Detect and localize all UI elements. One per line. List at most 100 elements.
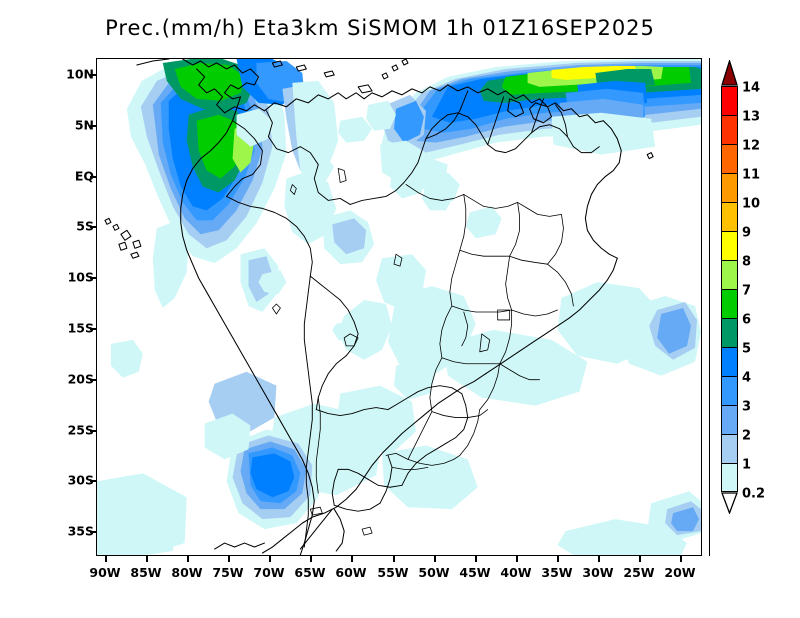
state-border — [393, 253, 403, 267]
coastline — [447, 84, 604, 124]
coastline — [391, 64, 399, 72]
colorbar-label-2: 2 — [742, 428, 752, 444]
x-axis-tick — [105, 556, 107, 562]
country-border — [226, 195, 313, 277]
x-axis-label-75W: 75W — [212, 565, 244, 580]
coastline — [196, 68, 226, 114]
y-axis-label-5N: 5N — [74, 117, 94, 133]
coastline — [646, 152, 654, 160]
precip-poly — [128, 519, 175, 555]
state-border — [499, 363, 540, 381]
coastline — [130, 251, 140, 259]
colorbar-band-3 — [721, 405, 738, 434]
precip-poly — [338, 300, 393, 360]
state-border — [509, 202, 520, 257]
state-border — [479, 363, 501, 410]
x-axis-label-90W: 90W — [89, 565, 121, 580]
state-border — [459, 249, 511, 257]
y-axis-label-10N: 10N — [66, 66, 94, 82]
colorbar-band-7 — [721, 289, 738, 318]
colorbar-band-1 — [721, 463, 738, 492]
colorbar-band-2 — [721, 434, 738, 463]
precip-poly — [204, 413, 251, 460]
coastline — [355, 373, 487, 490]
colorbar-top-arrow — [721, 58, 738, 86]
state-border — [459, 409, 481, 456]
y-axis-tick — [90, 226, 96, 228]
y-axis-label-10S: 10S — [67, 269, 94, 285]
precipitation-field — [97, 59, 701, 555]
coastline — [323, 70, 335, 78]
colorbar-band-13 — [721, 115, 738, 144]
coastline — [118, 241, 128, 251]
colorbar — [721, 86, 738, 492]
colorbar-label-9: 9 — [742, 225, 752, 241]
state-border — [449, 249, 461, 307]
coastline — [224, 84, 449, 114]
colorbar-label-3: 3 — [742, 399, 752, 415]
precip-poly — [110, 339, 143, 378]
x-axis-tick — [598, 556, 600, 562]
x-axis-label-40W: 40W — [500, 565, 532, 580]
coastline — [333, 508, 345, 552]
y-axis-tick — [90, 531, 96, 533]
precip-poly — [366, 100, 397, 131]
country-border — [331, 468, 339, 506]
y-axis-label-5S: 5S — [76, 218, 94, 234]
colorbar-label-7: 7 — [742, 283, 752, 299]
colorbar-label-14: 14 — [742, 80, 761, 96]
colorbar-label-0.2: 0.2 — [742, 486, 766, 502]
country-border — [315, 355, 347, 411]
state-border — [441, 357, 501, 365]
x-axis-label-80W: 80W — [171, 565, 203, 580]
coastline — [295, 64, 307, 72]
state-border — [497, 309, 511, 321]
x-axis-tick — [351, 556, 353, 562]
country-border — [333, 502, 381, 512]
x-axis-label-55W: 55W — [377, 565, 409, 580]
colorbar-label-12: 12 — [742, 138, 761, 154]
state-border — [289, 184, 297, 195]
country-border — [425, 90, 469, 140]
x-axis-tick — [475, 556, 477, 562]
colorbar-band-12 — [721, 144, 738, 173]
y-axis-tick — [90, 328, 96, 330]
colorbar-label-13: 13 — [742, 109, 761, 125]
colorbar-bottom-arrow — [721, 492, 738, 515]
precip-poly — [465, 206, 502, 239]
coastline-and-borders — [104, 59, 654, 555]
country-border — [445, 393, 469, 444]
x-axis-tick — [269, 556, 271, 562]
state-border — [407, 455, 461, 466]
colorbar-label-10: 10 — [742, 196, 761, 212]
x-axis-tick — [310, 556, 312, 562]
y-axis-label-20S: 20S — [67, 371, 94, 387]
country-border — [226, 120, 263, 197]
country-border — [387, 385, 463, 411]
x-axis-tick — [146, 556, 148, 562]
colorbar-band-9 — [721, 231, 738, 260]
precip-poly — [671, 507, 700, 532]
coastline — [381, 72, 389, 80]
colorbar-label-11: 11 — [742, 167, 761, 183]
country-border — [349, 112, 600, 205]
x-axis-tick — [516, 556, 518, 562]
x-axis-label-45W: 45W — [459, 565, 491, 580]
colorbar-label-8: 8 — [742, 254, 752, 270]
colorbar-band-14 — [721, 86, 738, 115]
country-border — [531, 98, 544, 134]
x-axis-tick — [639, 556, 641, 562]
state-border — [407, 411, 433, 460]
precip-poly — [196, 114, 243, 179]
country-border — [401, 442, 447, 486]
coastline — [584, 120, 622, 259]
y-axis-tick — [90, 430, 96, 432]
x-axis-label-60W: 60W — [335, 565, 367, 580]
colorbar-extend-top — [721, 58, 738, 86]
coastline — [104, 217, 112, 225]
coastline — [180, 96, 315, 555]
figure-right-border — [709, 58, 710, 556]
x-axis-tick — [680, 556, 682, 562]
state-border — [547, 263, 574, 307]
